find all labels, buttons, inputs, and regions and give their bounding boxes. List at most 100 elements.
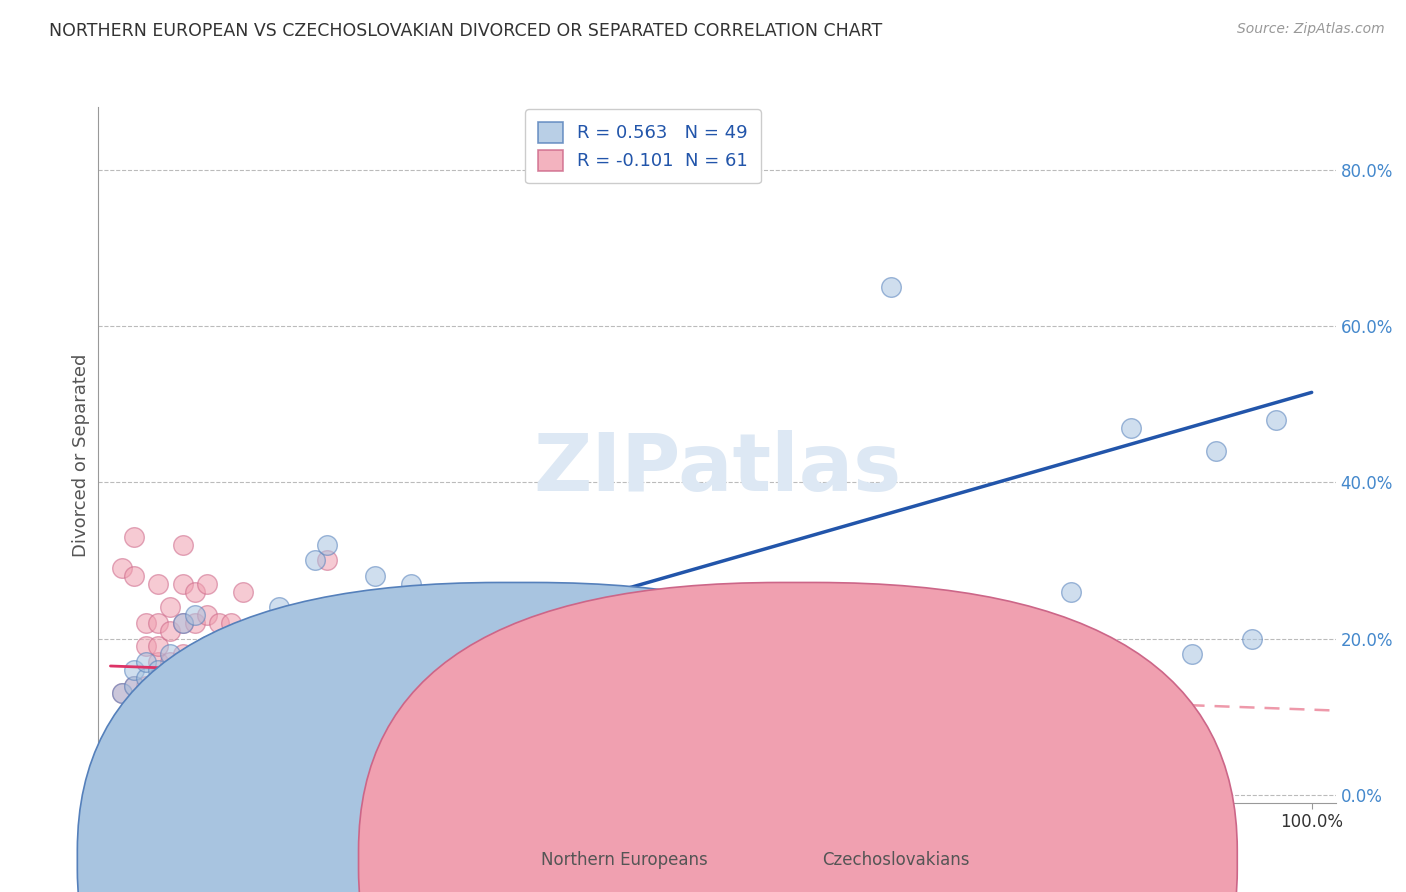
Point bbox=[195, 655, 218, 669]
Point bbox=[159, 671, 181, 685]
Y-axis label: Divorced or Separated: Divorced or Separated bbox=[72, 353, 90, 557]
Point bbox=[291, 640, 314, 654]
Legend: R = 0.563   N = 49, R = -0.101  N = 61: R = 0.563 N = 49, R = -0.101 N = 61 bbox=[524, 109, 761, 184]
Point bbox=[195, 577, 218, 591]
Point bbox=[183, 615, 205, 630]
Point bbox=[880, 280, 903, 294]
Point bbox=[304, 553, 326, 567]
Point bbox=[172, 615, 194, 630]
Point bbox=[148, 655, 170, 669]
Point bbox=[124, 569, 146, 583]
Point bbox=[172, 679, 194, 693]
Point bbox=[315, 553, 337, 567]
Point bbox=[232, 632, 254, 646]
Text: Czechoslovakians: Czechoslovakians bbox=[823, 851, 970, 869]
Point bbox=[135, 640, 157, 654]
Point bbox=[183, 647, 205, 661]
Point bbox=[111, 561, 134, 575]
Point bbox=[232, 647, 254, 661]
Point bbox=[172, 647, 194, 661]
Point bbox=[159, 624, 181, 638]
Point bbox=[135, 655, 157, 669]
Point bbox=[148, 663, 170, 677]
Point bbox=[388, 615, 411, 630]
Point bbox=[135, 686, 157, 700]
Point bbox=[1180, 717, 1202, 731]
Point bbox=[339, 624, 361, 638]
Point bbox=[423, 686, 446, 700]
Point bbox=[172, 538, 194, 552]
Point bbox=[364, 569, 387, 583]
Point bbox=[280, 671, 302, 685]
Point bbox=[159, 655, 181, 669]
Point bbox=[232, 663, 254, 677]
Point bbox=[460, 615, 482, 630]
Point bbox=[256, 632, 278, 646]
Point bbox=[183, 679, 205, 693]
Point bbox=[495, 679, 517, 693]
Point bbox=[1205, 444, 1227, 458]
Point bbox=[627, 632, 650, 646]
Point bbox=[111, 686, 134, 700]
Point bbox=[159, 679, 181, 693]
Point bbox=[436, 632, 458, 646]
Point bbox=[232, 584, 254, 599]
Point bbox=[219, 632, 242, 646]
Point bbox=[159, 647, 181, 661]
Point bbox=[124, 530, 146, 544]
Point bbox=[195, 640, 218, 654]
Point bbox=[195, 671, 218, 685]
Point bbox=[219, 679, 242, 693]
Point bbox=[1180, 647, 1202, 661]
Point bbox=[172, 577, 194, 591]
Point bbox=[172, 671, 194, 685]
Point bbox=[555, 647, 578, 661]
Point bbox=[172, 615, 194, 630]
Point bbox=[759, 686, 782, 700]
Point bbox=[124, 679, 146, 693]
Point bbox=[183, 671, 205, 685]
Point bbox=[219, 647, 242, 661]
Point bbox=[135, 679, 157, 693]
Point bbox=[555, 694, 578, 708]
Point bbox=[520, 624, 543, 638]
Point bbox=[339, 663, 361, 677]
Point bbox=[243, 624, 266, 638]
Point bbox=[399, 577, 422, 591]
Point bbox=[219, 615, 242, 630]
Point bbox=[759, 632, 782, 646]
Point bbox=[124, 679, 146, 693]
Text: ZIPatlas: ZIPatlas bbox=[533, 430, 901, 508]
Point bbox=[941, 640, 963, 654]
Point bbox=[1121, 420, 1143, 434]
Point bbox=[267, 647, 290, 661]
Point bbox=[243, 640, 266, 654]
Point bbox=[148, 671, 170, 685]
Point bbox=[388, 663, 411, 677]
Point bbox=[664, 615, 686, 630]
Point bbox=[207, 679, 229, 693]
Point bbox=[111, 686, 134, 700]
Point bbox=[1000, 608, 1022, 623]
Point bbox=[1000, 702, 1022, 716]
Point bbox=[135, 671, 157, 685]
Point bbox=[159, 600, 181, 615]
Point bbox=[495, 640, 517, 654]
Point bbox=[256, 624, 278, 638]
Point bbox=[135, 686, 157, 700]
Point bbox=[124, 663, 146, 677]
Point bbox=[820, 624, 842, 638]
Point bbox=[328, 647, 350, 661]
Point bbox=[460, 655, 482, 669]
Point bbox=[243, 671, 266, 685]
Point bbox=[1060, 584, 1083, 599]
Point bbox=[159, 686, 181, 700]
Point bbox=[1264, 413, 1286, 427]
Point bbox=[148, 640, 170, 654]
Point bbox=[195, 608, 218, 623]
Point bbox=[700, 608, 723, 623]
Point bbox=[256, 663, 278, 677]
Point bbox=[640, 710, 662, 724]
Point bbox=[148, 615, 170, 630]
Point bbox=[579, 624, 602, 638]
